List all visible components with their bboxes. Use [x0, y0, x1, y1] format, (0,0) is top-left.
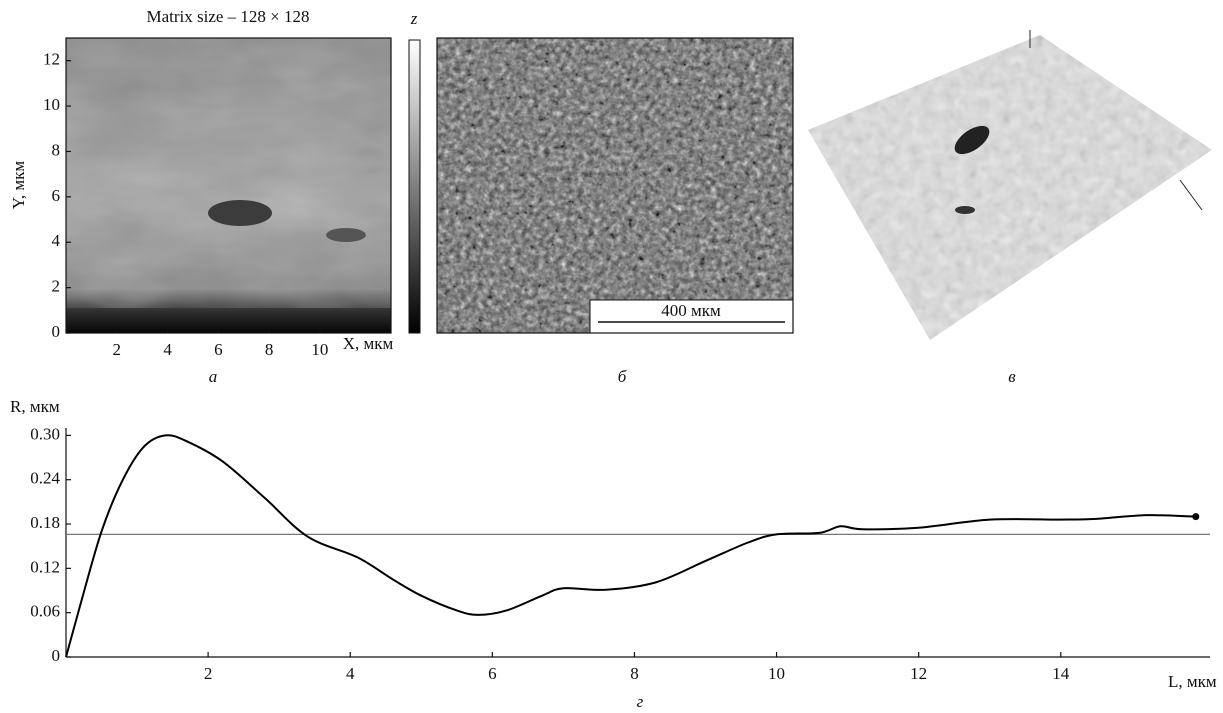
end-point	[1192, 513, 1199, 520]
y-axis-label: R, мкм	[10, 397, 60, 416]
x-tick-label: 8	[630, 664, 639, 683]
x-tick-label: 4	[346, 664, 355, 683]
y-axis-label: Y, мкм	[9, 161, 28, 210]
heatmap-texture	[66, 38, 391, 308]
y-tick-label: 0	[52, 646, 61, 665]
y-tick-label: 0	[52, 322, 61, 341]
x-tick-label: 6	[214, 340, 223, 359]
y-tick-label: 6	[52, 186, 61, 205]
x-tick-label: 10	[768, 664, 785, 683]
y-tick-label: 10	[43, 95, 60, 114]
y-tick-label: 12	[43, 50, 60, 69]
x-tick-label: 8	[265, 340, 274, 359]
x-tick-label: 6	[488, 664, 497, 683]
micrograph-texture	[437, 38, 793, 333]
x-tick-label: 10	[311, 340, 328, 359]
panel-label: б	[618, 367, 627, 386]
x-tick-label: 4	[163, 340, 172, 359]
heatmap-spot	[208, 200, 272, 226]
data-line	[66, 435, 1196, 657]
colorbar	[409, 40, 420, 333]
y-tick-label: 2	[52, 277, 61, 296]
y-tick-label: 0.24	[30, 469, 60, 488]
y-tick-label: 0.12	[30, 557, 60, 576]
x-axis-label: L, мкм	[1168, 672, 1217, 691]
y-tick-label: 0.30	[30, 424, 60, 443]
scale-label: 400 мкм	[661, 301, 721, 320]
heatmap-spot	[326, 228, 366, 242]
y-tick-label: 8	[52, 140, 61, 159]
panel-label: а	[209, 367, 218, 386]
figure: Matrix size – 128 × 128 z X, мкм Y, мкм …	[0, 0, 1223, 713]
surface-texture	[800, 30, 1220, 350]
x-tick-label: 12	[910, 664, 927, 683]
surface-axis	[1180, 180, 1202, 210]
heatmap-title: Matrix size – 128 × 128	[146, 7, 309, 26]
x-tick-label: 2	[204, 664, 213, 683]
y-tick-label: 4	[52, 231, 61, 250]
y-tick-label: 0.18	[30, 513, 60, 532]
y-tick-label: 0.06	[30, 602, 60, 621]
x-axis-label: X, мкм	[343, 334, 394, 353]
panel-label: в	[1008, 367, 1016, 386]
x-tick-label: 14	[1052, 664, 1070, 683]
panel-label: г	[637, 692, 644, 711]
surface-pit	[955, 206, 975, 214]
x-tick-label: 2	[113, 340, 122, 359]
colorbar-label: z	[410, 9, 418, 28]
